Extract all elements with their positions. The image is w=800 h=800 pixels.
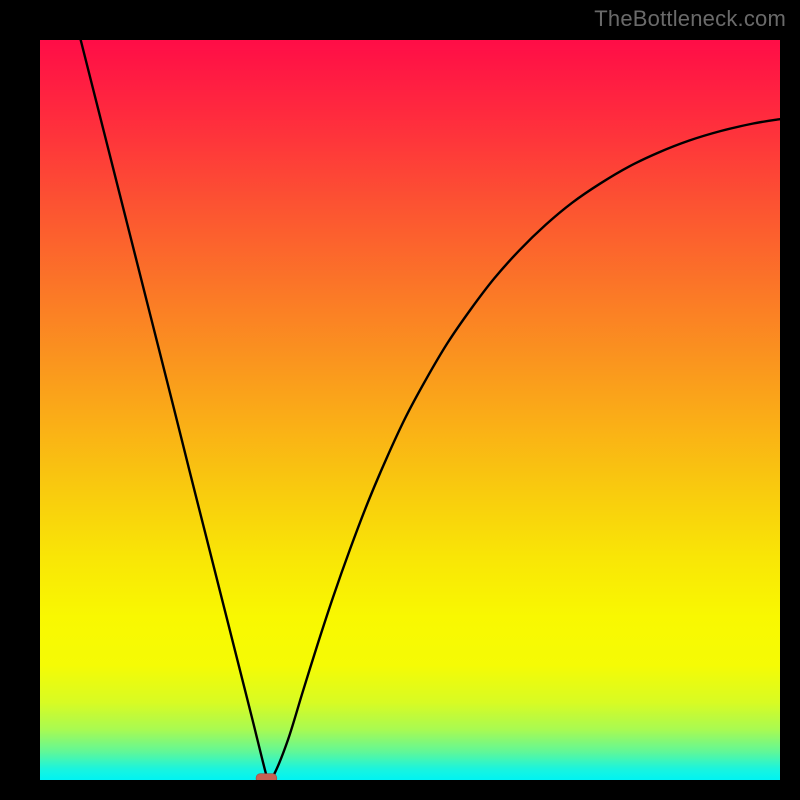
bottleneck-chart: [40, 40, 780, 780]
chart-stage: TheBottleneck.com: [0, 0, 800, 800]
watermark-text: TheBottleneck.com: [594, 6, 786, 32]
minimum-marker: [256, 774, 277, 780]
